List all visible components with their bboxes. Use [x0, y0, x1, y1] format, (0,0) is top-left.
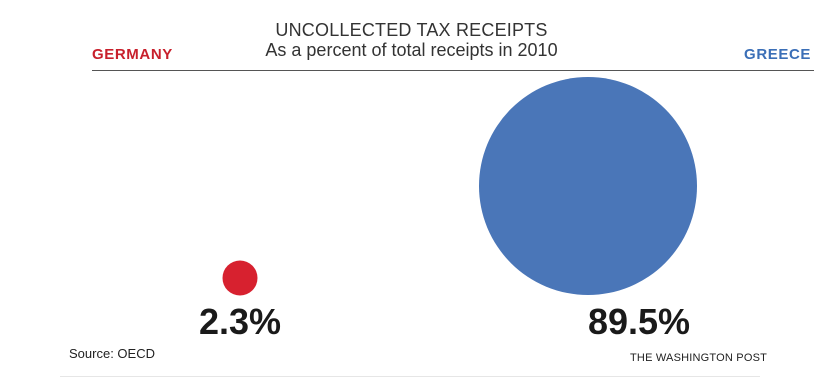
chart-subtitle: As a percent of total receipts in 2010 — [265, 40, 558, 60]
header-divider — [92, 70, 814, 71]
category-label-greece: GREECE — [744, 46, 811, 63]
value-label-germany: 2.3% — [198, 301, 282, 342]
category-label-germany: GERMANY — [92, 46, 173, 63]
value-label-greece: 89.5% — [587, 301, 691, 342]
publisher-credit: THE WASHINGTON POST — [630, 352, 768, 364]
bubble-germany — [222, 260, 258, 296]
footer-divider — [60, 376, 760, 377]
bubble-greece — [479, 77, 697, 295]
source-note: Source: OECD — [69, 346, 155, 361]
chart-title: UNCOLLECTED TAX RECEIPTS — [275, 20, 548, 40]
